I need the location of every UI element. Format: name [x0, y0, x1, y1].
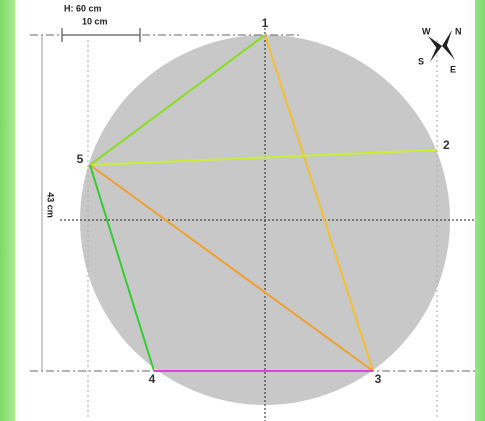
compass-letter: S: [418, 56, 424, 66]
edge: [89, 34, 266, 166]
compass-letter: W: [422, 26, 431, 36]
scale-label: 10 cm: [82, 16, 108, 26]
edge: [264, 34, 374, 372]
height-label: H: 60 cm: [64, 3, 102, 13]
edge: [89, 149, 438, 166]
compass-letter: N: [455, 26, 462, 36]
point-label: 2: [443, 138, 450, 152]
compass-letter: E: [450, 64, 456, 74]
point-label: 1: [262, 16, 269, 30]
vertical-label: 43 cm: [46, 192, 56, 218]
compass: W N S E: [418, 26, 462, 74]
edge: [89, 164, 155, 372]
point-label: 5: [77, 152, 84, 166]
edge: [89, 164, 374, 372]
point-label: 4: [149, 372, 156, 386]
point-label: 3: [375, 372, 382, 386]
